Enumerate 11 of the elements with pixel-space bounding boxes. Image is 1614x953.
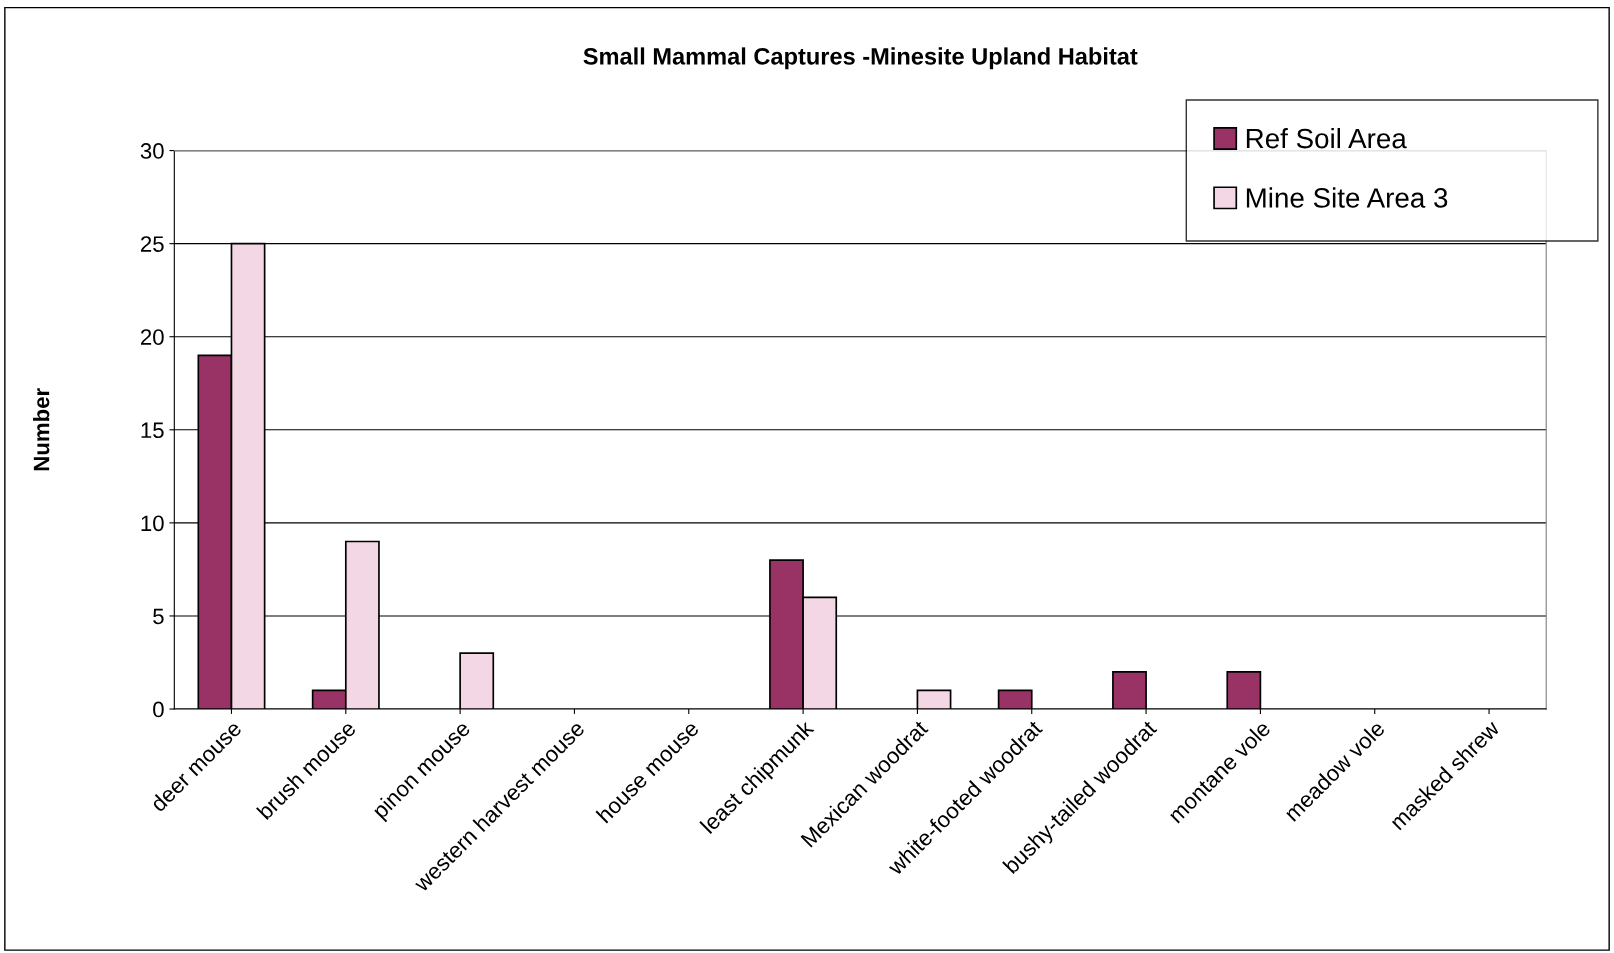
legend-label: Ref Soil Area — [1246, 127, 1407, 149]
y-tick-label: 20 — [140, 329, 164, 345]
y-tick-label: 25 — [140, 236, 164, 252]
y-tick-label: 5 — [153, 608, 164, 625]
chart-title: Small Mammal Captures -Minesite Upland Habitat — [583, 47, 1138, 70]
y-tick-label: 0 — [153, 701, 164, 718]
y-axis-title: Number — [33, 388, 50, 471]
y-tick-label: 30 — [140, 143, 164, 159]
y-tick-label: 15 — [141, 422, 164, 439]
y-tick-label: 10 — [141, 515, 164, 532]
legend-label: Mine Site Area 3 — [1246, 187, 1448, 208]
